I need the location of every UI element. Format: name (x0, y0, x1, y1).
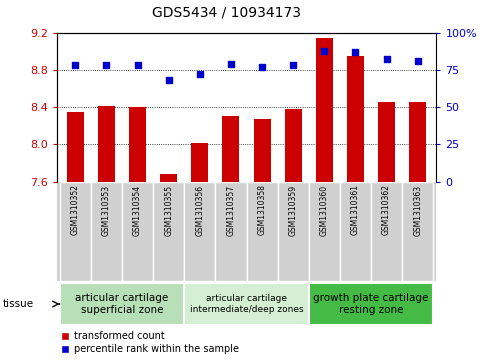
Bar (340, 182, 371, 281)
Text: articular cartilage
superficial zone: articular cartilage superficial zone (75, 293, 169, 315)
Text: GSM1310358: GSM1310358 (257, 184, 267, 236)
Bar (402, 182, 433, 281)
Bar (60, 283, 184, 325)
Bar (309, 182, 340, 281)
Point (383, 57, 390, 62)
Text: GSM1310362: GSM1310362 (382, 184, 391, 236)
Text: GSM1310356: GSM1310356 (195, 184, 204, 236)
Bar (60, 182, 91, 281)
Point (258, 64, 266, 70)
Text: GSM1310360: GSM1310360 (320, 184, 329, 236)
Bar (91, 182, 122, 281)
Text: GSM1310354: GSM1310354 (133, 184, 142, 236)
Text: GSM1310363: GSM1310363 (413, 184, 422, 236)
Point (414, 58, 422, 64)
Text: GSM1310355: GSM1310355 (164, 184, 173, 236)
Point (103, 62, 110, 68)
Bar (184, 182, 215, 281)
Text: articular cartilage
intermediate/deep zones: articular cartilage intermediate/deep zo… (190, 294, 303, 314)
Bar (253, 119, 271, 363)
Point (165, 77, 173, 83)
Bar (371, 182, 402, 281)
Bar (309, 283, 433, 325)
Text: GSM1310353: GSM1310353 (102, 184, 111, 236)
Point (227, 61, 235, 67)
Bar (153, 182, 184, 281)
Point (289, 62, 297, 68)
Text: tissue: tissue (2, 299, 34, 309)
Point (196, 72, 204, 77)
Point (352, 49, 359, 55)
Bar (160, 174, 177, 363)
Point (134, 62, 141, 68)
Bar (98, 106, 115, 363)
Bar (191, 143, 209, 363)
Bar (284, 109, 302, 363)
Bar (409, 102, 426, 363)
Text: growth plate cartilage
resting zone: growth plate cartilage resting zone (313, 293, 428, 315)
Legend: transformed count, percentile rank within the sample: transformed count, percentile rank withi… (57, 327, 243, 358)
Bar (316, 38, 333, 363)
Bar (278, 182, 309, 281)
Bar (378, 102, 395, 363)
Bar (184, 283, 309, 325)
Bar (67, 112, 84, 363)
Bar (347, 56, 364, 363)
Bar (129, 107, 146, 363)
Point (71, 62, 79, 68)
Bar (222, 117, 240, 363)
Text: GSM1310359: GSM1310359 (289, 184, 298, 236)
Bar (122, 182, 153, 281)
Text: GSM1310357: GSM1310357 (226, 184, 236, 236)
Bar (246, 182, 278, 281)
Point (320, 48, 328, 53)
Bar (215, 182, 246, 281)
Text: GSM1310352: GSM1310352 (71, 184, 80, 236)
Text: GSM1310361: GSM1310361 (351, 184, 360, 236)
Text: GDS5434 / 10934173: GDS5434 / 10934173 (152, 6, 301, 20)
